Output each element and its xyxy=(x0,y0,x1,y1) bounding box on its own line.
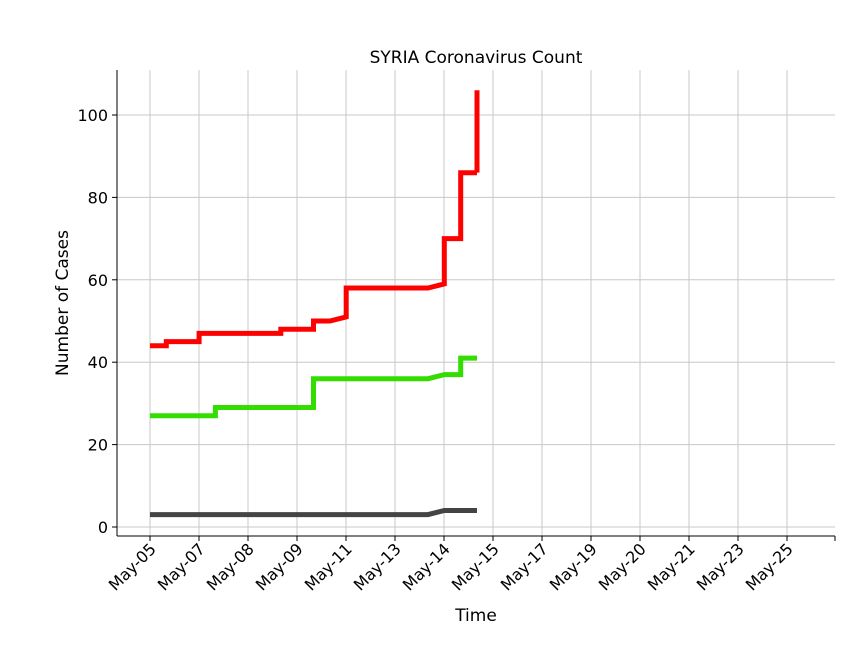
x-tick-label: May-13 xyxy=(350,539,405,594)
y-tick-label: 60 xyxy=(88,271,108,290)
series-layer xyxy=(150,90,480,518)
x-tick-label: May-20 xyxy=(595,539,650,594)
x-tick-label: May-08 xyxy=(203,539,258,594)
x-tick-label: May-15 xyxy=(448,539,503,594)
y-tick-label: 80 xyxy=(88,188,108,207)
y-tick-label: 100 xyxy=(77,106,108,125)
x-axis-title: Time xyxy=(454,606,497,626)
series-line-1 xyxy=(150,170,477,349)
axes xyxy=(116,70,835,537)
y-tick-label: 20 xyxy=(88,436,108,455)
x-tick-label: May-23 xyxy=(693,539,748,594)
x-tick-label: May-09 xyxy=(252,539,307,594)
x-tick-label: May-05 xyxy=(105,539,160,594)
series-line-3 xyxy=(150,508,477,518)
y-tick-label: 0 xyxy=(98,518,108,537)
x-tick-label: May-25 xyxy=(742,539,797,594)
x-tick-label: May-14 xyxy=(399,539,454,594)
x-tick-label: May-21 xyxy=(644,539,699,594)
y-tick-label: 40 xyxy=(88,353,108,372)
x-tick-label: May-19 xyxy=(546,539,601,594)
x-tick-label: May-11 xyxy=(301,539,356,594)
chart-title: SYRIA Coronavirus Count xyxy=(370,48,583,68)
series-line-2 xyxy=(150,355,477,419)
ticks: May-05May-07May-08May-09May-11May-13May-… xyxy=(77,106,836,595)
grid xyxy=(117,70,835,536)
x-tick-label: May-07 xyxy=(154,539,209,594)
y-axis-title: Number of Cases xyxy=(53,230,73,376)
x-tick-label: May-17 xyxy=(497,539,552,594)
